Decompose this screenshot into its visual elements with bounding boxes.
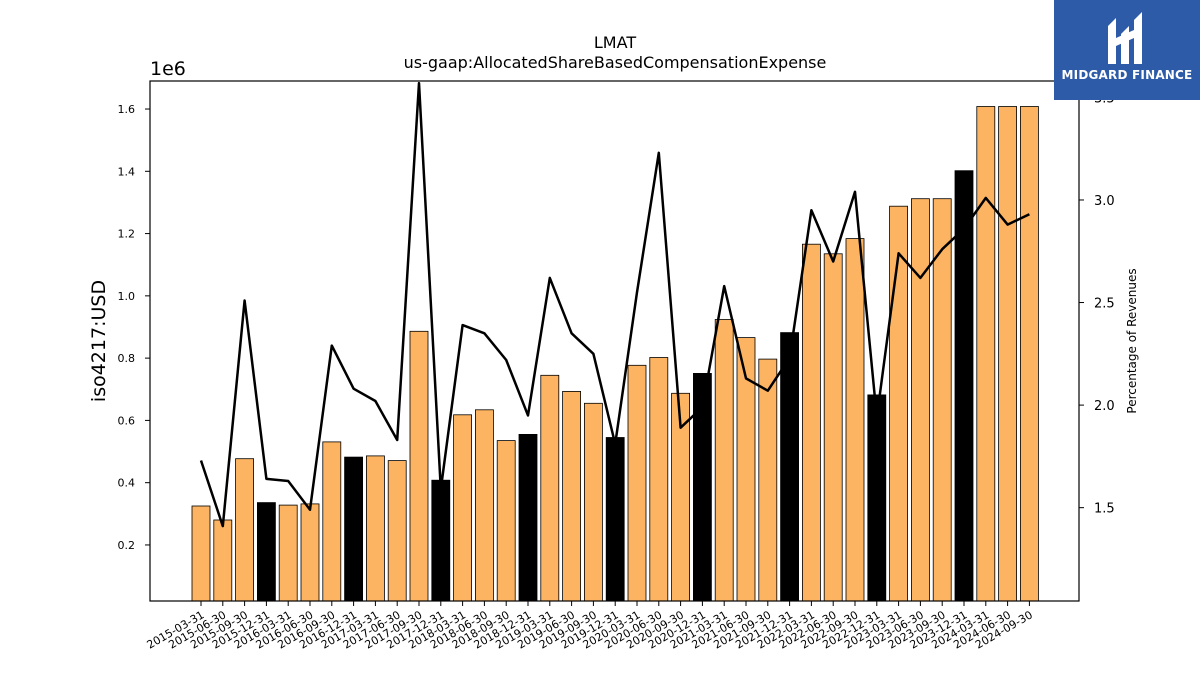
bar-2015-09-30 (235, 458, 255, 602)
bar-2015-12-31 (256, 502, 276, 602)
bar-2020-06-30 (649, 357, 669, 602)
bar-2015-06-30 (213, 519, 233, 602)
y2-axis-label: Percentage of Revenues (1125, 268, 1139, 413)
bar-2020-03-31 (627, 364, 647, 602)
brand-logo: MIDGARD FINANCE (1054, 0, 1200, 100)
y-tick-label: 1.0 (118, 290, 136, 303)
bar-2018-03-31 (453, 414, 473, 602)
bar-2017-12-31 (431, 479, 451, 602)
bar-2023-03-31 (889, 205, 908, 602)
bar-2017-06-30 (387, 460, 407, 602)
bar-2017-09-30 (409, 330, 429, 602)
y-tick-label: 1.4 (118, 165, 136, 178)
bar-2024-06-30 (998, 106, 1017, 602)
bar-2018-06-30 (474, 409, 494, 602)
y-tick-label: 0.6 (118, 414, 136, 427)
y-tick-label: 0.8 (118, 352, 136, 365)
bar-2019-09-30 (584, 402, 603, 602)
bar-2021-12-31 (780, 332, 799, 602)
y2-tick-label: 3.0 (1094, 194, 1115, 209)
logo-text: MIDGARD FINANCE (1061, 68, 1193, 82)
bar-2016-03-31 (278, 504, 298, 602)
bar-2016-12-31 (344, 456, 364, 602)
bar-2021-09-30 (758, 358, 778, 602)
line-layer (199, 81, 1030, 528)
y-tick-label: 1.2 (118, 228, 136, 241)
bar-2022-06-30 (823, 253, 843, 602)
bar-2024-09-30 (1020, 106, 1039, 602)
bar-2019-12-31 (605, 437, 625, 602)
bar-2018-09-30 (496, 440, 516, 602)
bar-2015-03-31 (191, 505, 211, 602)
bar-2018-12-31 (518, 433, 538, 602)
y-axis-ticks: 0.2 0.4 0.6 0.8 1.0 1.2 1.4 1.6 (118, 103, 150, 552)
y2-tick-label: 1.5 (1094, 502, 1115, 517)
chart-title: LMAT (594, 33, 636, 52)
plot-frame (149, 80, 1080, 602)
x-axis-ticks: 2015-03-312015-06-302015-09-302015-12-31… (145, 601, 1035, 652)
y-tick-label: 0.2 (118, 539, 136, 552)
bar-2016-09-30 (322, 441, 342, 602)
y-tick-label: 0.4 (118, 477, 136, 490)
bar-2019-06-30 (562, 390, 581, 602)
bar-2022-09-30 (845, 238, 865, 602)
percentage-line (199, 81, 1030, 528)
bar-2024-03-31 (976, 106, 996, 602)
y-tick-label: 1.6 (118, 103, 136, 116)
bar-2016-06-30 (300, 503, 320, 602)
y-axis-label: iso4217:USD (88, 280, 110, 402)
bar-2019-03-31 (540, 374, 560, 602)
bar-2021-03-31 (714, 319, 734, 602)
bar-2023-06-30 (911, 198, 930, 602)
bar-2022-03-31 (802, 243, 821, 602)
bar-2022-12-31 (867, 394, 887, 602)
y-axis-multiplier: 1e6 (150, 58, 186, 80)
bar-2017-03-31 (365, 455, 385, 602)
bars-layer (191, 106, 1039, 602)
chart-subtitle: us-gaap:AllocatedShareBasedCompensationE… (404, 53, 827, 72)
y2-axis-ticks: 1.52.02.53.03.5 (1079, 91, 1115, 517)
logo-mark-icon (1108, 12, 1142, 64)
y2-tick-label: 2.5 (1094, 297, 1115, 312)
y2-tick-label: 2.0 (1094, 399, 1115, 414)
